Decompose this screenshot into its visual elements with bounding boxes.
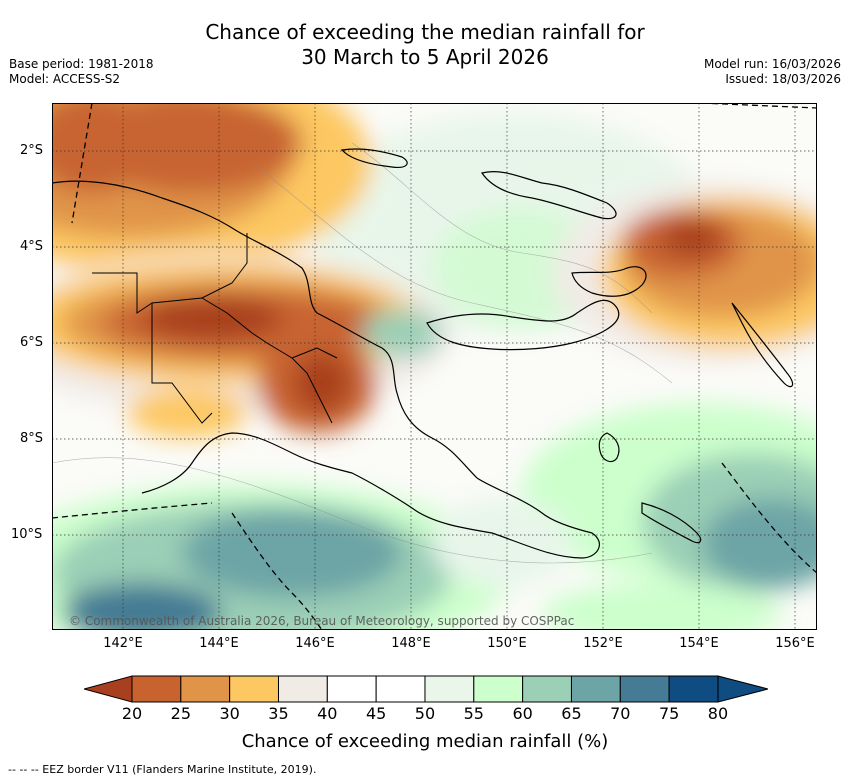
colorbar-tick-label: 25 bbox=[170, 704, 191, 723]
lon-label-156e: 156°E bbox=[775, 636, 815, 651]
colorbar-tick-label: 60 bbox=[512, 704, 533, 723]
colorbar-box bbox=[473, 675, 524, 703]
lon-label-148e: 148°E bbox=[391, 636, 431, 651]
meta-left: Base period: 1981-2018 Model: ACCESS-S2 bbox=[9, 57, 154, 87]
colorbar-box bbox=[522, 675, 572, 703]
lon-label-154e: 154°E bbox=[679, 636, 719, 651]
lon-label-146e: 146°E bbox=[295, 636, 335, 651]
colorbar-box bbox=[326, 675, 377, 703]
meta-right: Model run: 16/03/2026 Issued: 18/03/2026 bbox=[704, 57, 841, 87]
lat-label-10s: 10°S bbox=[11, 527, 43, 542]
probability-field bbox=[52, 103, 817, 630]
lat-label-4s: 4°S bbox=[20, 239, 44, 254]
lon-label-152e: 152°E bbox=[583, 636, 623, 651]
lat-label-2s: 2°S bbox=[20, 143, 44, 158]
colorbar-title: Chance of exceeding median rainfall (%) bbox=[241, 731, 609, 752]
colorbar-tick-label: 50 bbox=[414, 704, 436, 723]
colorbar-box bbox=[375, 675, 426, 703]
coastlines bbox=[52, 148, 794, 559]
lat-label-6s: 6°S bbox=[20, 335, 44, 350]
colorbar-box bbox=[668, 675, 719, 703]
colorbar bbox=[84, 675, 768, 703]
colorbar-tick-label: 40 bbox=[317, 704, 338, 723]
eez-footer-note: -- -- -- EEZ border V11 (Flanders Marine… bbox=[8, 763, 317, 776]
colorbar-tick-label: 70 bbox=[610, 704, 631, 723]
colorbar-tick-label: 30 bbox=[219, 704, 240, 723]
lon-label-150e: 150°E bbox=[487, 636, 527, 651]
issued-text: Issued: 18/03/2026 bbox=[725, 72, 841, 86]
colorbar-box bbox=[180, 675, 231, 703]
lat-label-8s: 8°S bbox=[20, 431, 44, 446]
colorbar-tick-label: 35 bbox=[268, 704, 289, 723]
colorbar-boxes bbox=[131, 675, 719, 703]
colorbar-box bbox=[229, 675, 279, 703]
colorbar-tick-label: 75 bbox=[658, 704, 680, 723]
colorbar-extend-low bbox=[84, 675, 133, 703]
lon-label-142e: 142°E bbox=[103, 636, 143, 651]
provincial-borders bbox=[92, 233, 338, 424]
colorbar-box bbox=[131, 675, 182, 703]
title-line-1: Chance of exceeding the median rainfall … bbox=[205, 20, 645, 44]
eez-borders bbox=[52, 103, 817, 630]
rainfall-map bbox=[52, 103, 817, 630]
copyright-text: © Commonwealth of Australia 2026, Bureau… bbox=[69, 614, 575, 628]
colorbar-tick-label: 20 bbox=[121, 704, 143, 723]
lon-label-144e: 144°E bbox=[199, 636, 239, 651]
model-run-text: Model run: 16/03/2026 bbox=[703, 57, 841, 71]
colorbar-tick-label: 55 bbox=[463, 704, 484, 723]
colorbar-box bbox=[424, 675, 475, 703]
graticule bbox=[52, 103, 817, 630]
colorbar-box bbox=[619, 675, 670, 703]
colorbar-box bbox=[570, 675, 621, 703]
colorbar-box bbox=[277, 675, 328, 703]
colorbar-tick-label: 65 bbox=[561, 704, 582, 723]
colorbar-tick-label: 45 bbox=[365, 704, 387, 723]
colorbar-tick-label: 80 bbox=[707, 704, 729, 723]
title-line-2: 30 March to 5 April 2026 bbox=[301, 45, 549, 69]
model-text: Model: ACCESS-S2 bbox=[9, 72, 121, 86]
colorbar-extend-high bbox=[717, 675, 768, 703]
base-period-text: Base period: 1981-2018 bbox=[9, 57, 154, 71]
